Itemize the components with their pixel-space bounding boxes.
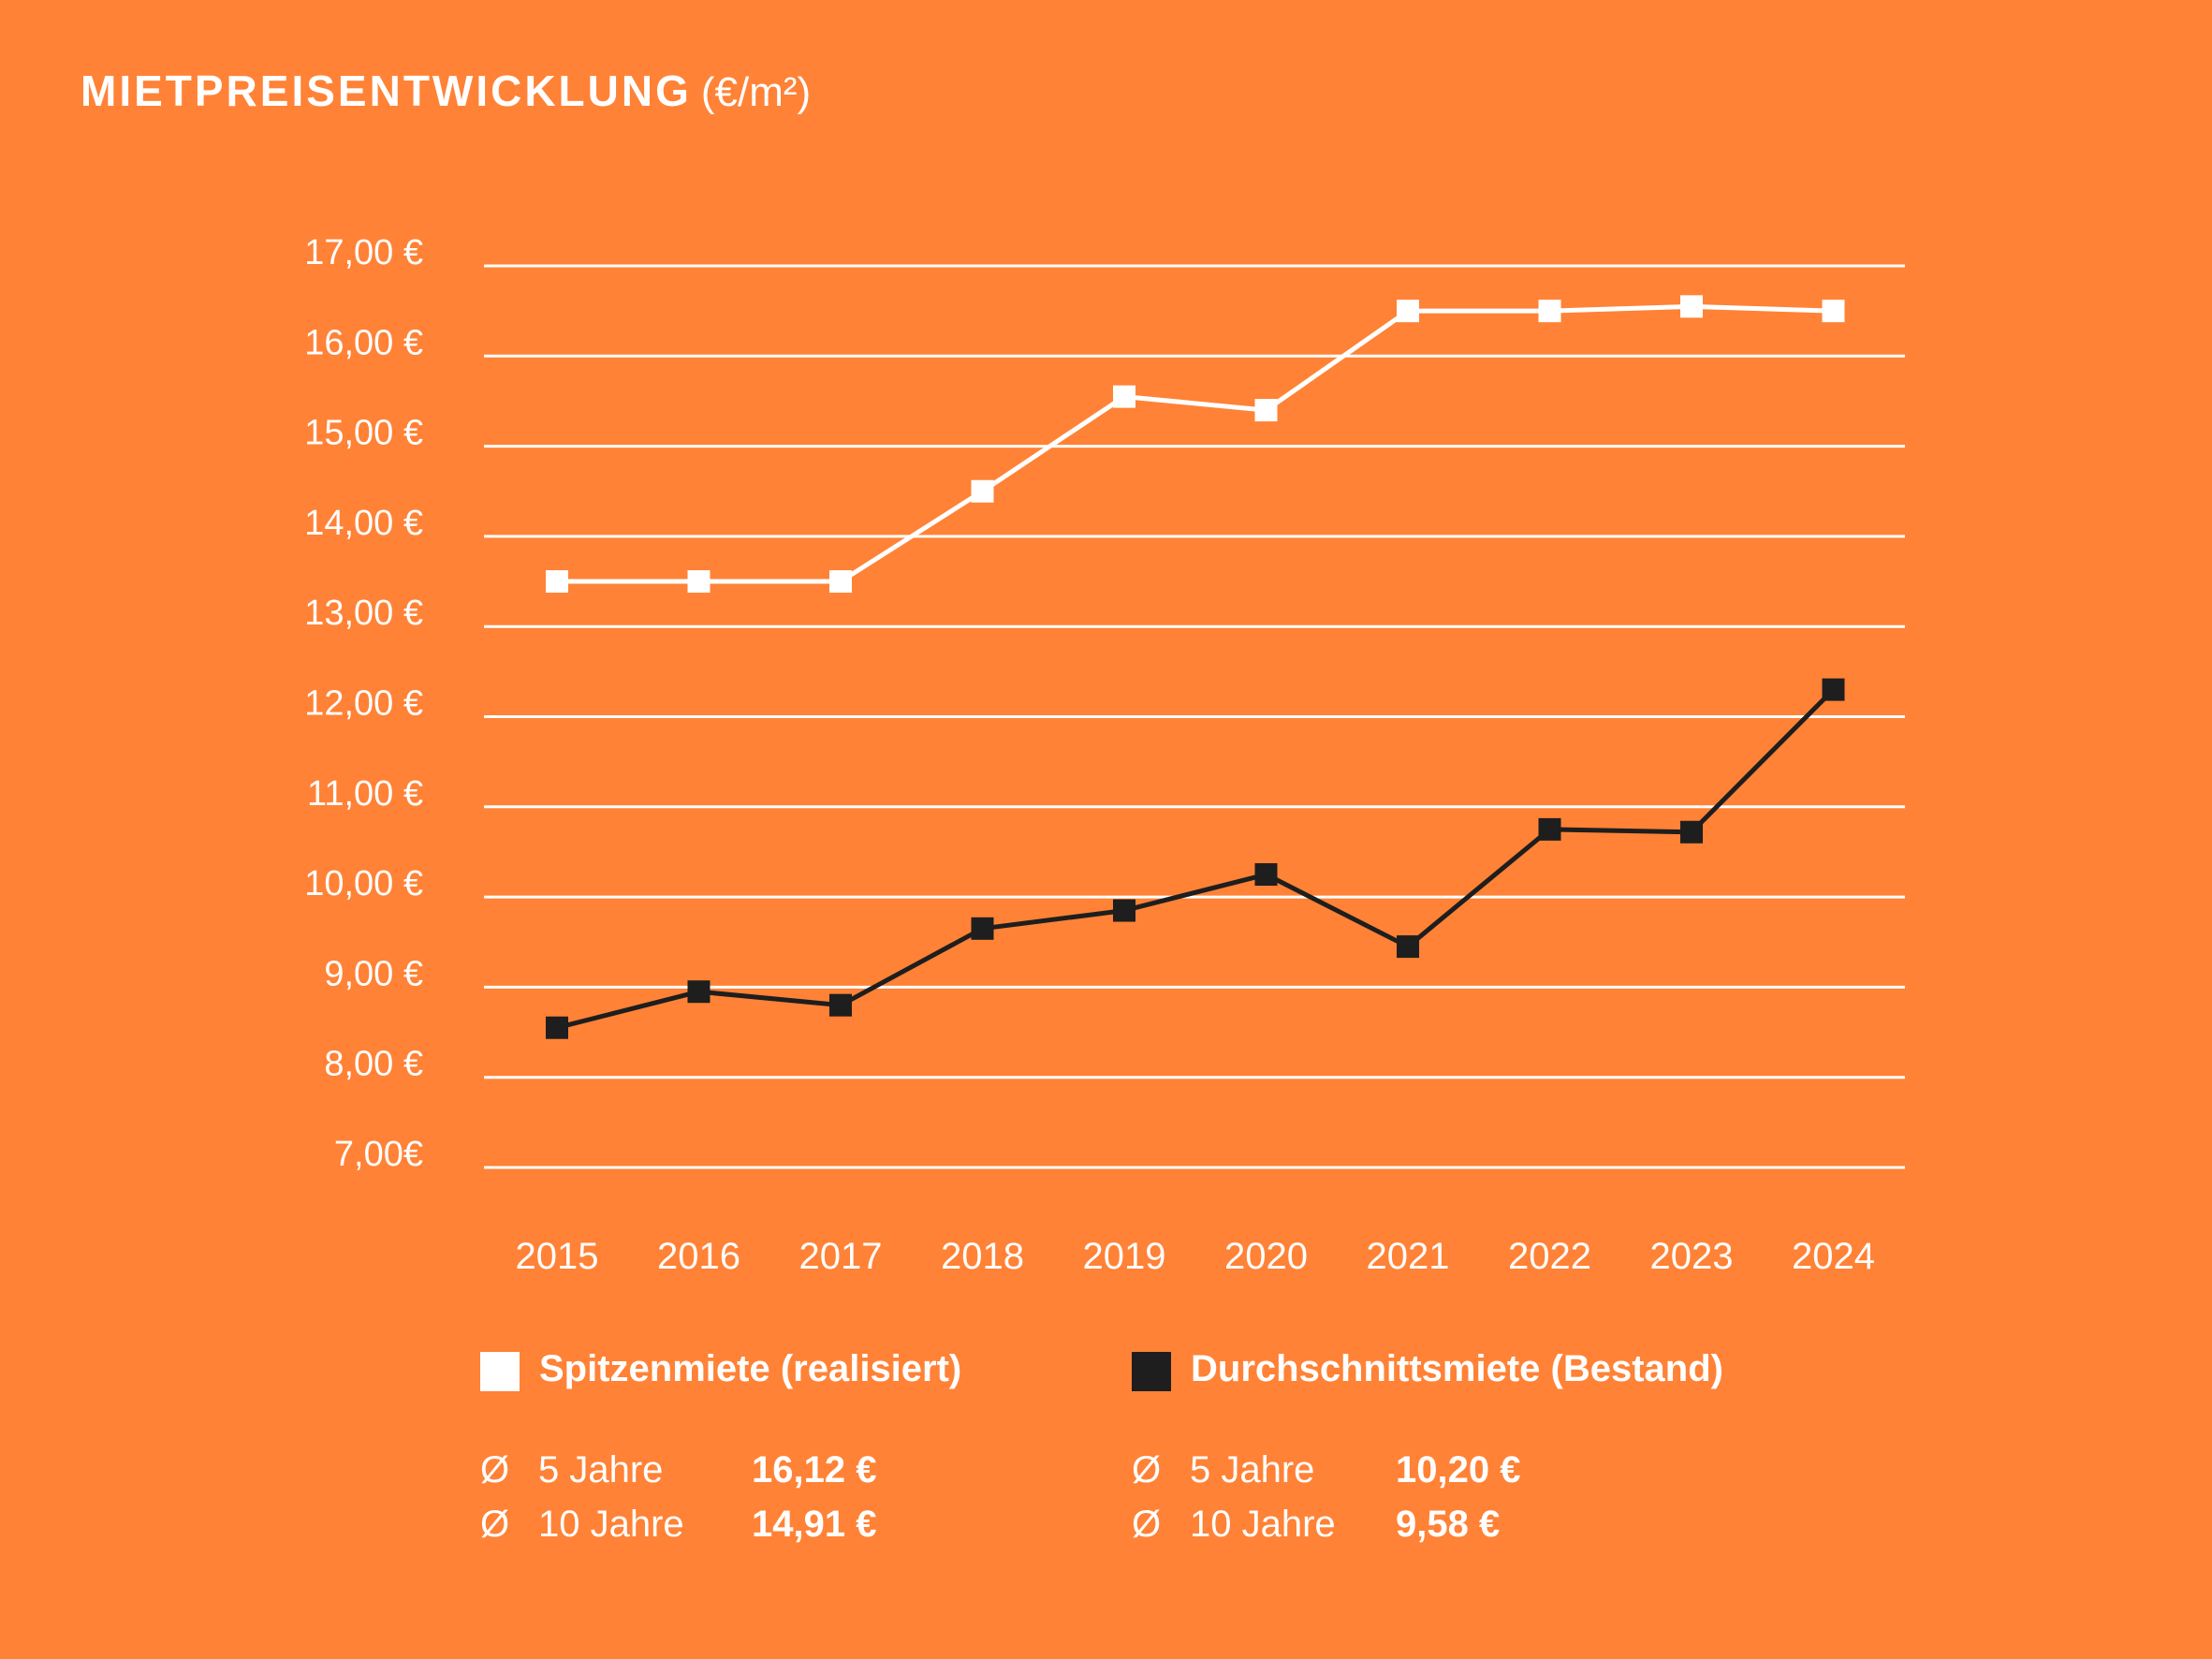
- data-point: [1680, 295, 1703, 318]
- average-symbol: Ø: [480, 1504, 510, 1545]
- x-tick-label: 2017: [799, 1236, 883, 1277]
- y-axis-ticks: 17,00 € 16,00 € 15,00 € 14,00 € 13,00 € 12,00…: [304, 233, 423, 1174]
- stat-value: 14,91 €: [752, 1504, 877, 1545]
- data-point: [1254, 399, 1278, 422]
- data-point: [1254, 863, 1278, 887]
- x-tick-label: 2020: [1224, 1236, 1308, 1277]
- y-tick-label: 13,00 €: [304, 594, 423, 633]
- y-tick-label: 15,00 €: [304, 414, 423, 453]
- x-axis-ticks: 2015 2016 2017 2018 2019 2020 2021 2022 2023 2024: [516, 1236, 1875, 1277]
- data-point: [1397, 935, 1419, 959]
- data-point: [829, 993, 852, 1017]
- chart-title-main: MIETPREISENTWICKLUNG: [81, 66, 692, 115]
- x-tick-label: 2015: [516, 1236, 599, 1277]
- series-line: [557, 303, 1834, 584]
- x-tick-label: 2016: [657, 1236, 740, 1277]
- stat-durchschnittsmiete-5-jahre: Ø 5 Jahre 10,20 €: [1132, 1449, 1520, 1491]
- series-spitzenmiete: [546, 295, 1845, 594]
- stat-label: 10 Jahre: [538, 1504, 684, 1545]
- x-tick-label: 2018: [941, 1236, 1024, 1277]
- stat-label: 5 Jahre: [538, 1449, 664, 1490]
- data-point: [1538, 817, 1561, 841]
- grid-layer: [484, 264, 1905, 1169]
- chart-title-unit: (€/m²): [700, 69, 812, 115]
- stat-spitzenmiete-10-jahre: Ø 10 Jahre 14,91 €: [480, 1504, 876, 1546]
- data-point: [1397, 300, 1419, 323]
- stat-value: 9,58 €: [1396, 1504, 1501, 1545]
- series-line: [556, 687, 1836, 1031]
- y-tick-label: 7,00€: [334, 1135, 423, 1174]
- data-point: [1538, 300, 1561, 323]
- average-symbol: Ø: [1132, 1449, 1162, 1490]
- data-point: [546, 570, 568, 594]
- legend-swatch-durchschnittsmiete: [1132, 1352, 1171, 1391]
- x-tick-label: 2019: [1083, 1236, 1166, 1277]
- x-tick-label: 2023: [1650, 1236, 1734, 1277]
- legend-label-durchschnittsmiete: Durchschnittsmiete (Bestand): [1191, 1348, 1723, 1389]
- y-tick-label: 9,00 €: [324, 954, 423, 993]
- y-tick-label: 8,00 €: [324, 1045, 423, 1084]
- data-point: [1113, 899, 1135, 922]
- line-chart: 17,00 € 16,00 € 15,00 € 14,00 € 13,00 € 12,00…: [304, 233, 1905, 1277]
- x-tick-label: 2022: [1508, 1236, 1591, 1277]
- average-symbol: Ø: [480, 1449, 510, 1490]
- stat-value: 16,12 €: [752, 1449, 877, 1490]
- data-point: [1680, 820, 1703, 844]
- stat-spitzenmiete-5-jahre: Ø 5 Jahre 16,12 €: [480, 1449, 876, 1491]
- data-point: [1113, 385, 1135, 408]
- data-point: [1822, 300, 1845, 323]
- data-point: [687, 980, 710, 1004]
- data-point: [829, 570, 852, 594]
- data-point: [687, 570, 710, 594]
- stat-label: 5 Jahre: [1190, 1449, 1315, 1490]
- average-symbol: Ø: [1132, 1504, 1162, 1545]
- y-tick-label: 16,00 €: [304, 323, 423, 362]
- y-tick-label: 12,00 €: [304, 684, 423, 724]
- series-layer: [546, 295, 1845, 1039]
- data-point: [971, 479, 994, 503]
- stat-value: 10,20 €: [1396, 1449, 1521, 1490]
- y-tick-label: 10,00 €: [304, 864, 423, 903]
- x-tick-label: 2024: [1792, 1236, 1875, 1277]
- stat-label: 10 Jahre: [1190, 1504, 1336, 1545]
- y-tick-label: 17,00 €: [304, 233, 423, 272]
- stat-durchschnittsmiete-10-jahre: Ø 10 Jahre 9,58 €: [1132, 1504, 1500, 1546]
- legend-swatch-spitzenmiete: [480, 1352, 520, 1391]
- x-tick-label: 2021: [1367, 1236, 1450, 1277]
- chart-title: MIETPREISENTWICKLUNG (€/m²): [81, 66, 811, 116]
- data-point: [546, 1016, 568, 1039]
- series-durchschnittsmiete: [546, 678, 1845, 1039]
- y-tick-label: 14,00 €: [304, 504, 423, 543]
- data-point: [971, 917, 994, 940]
- data-point: [1822, 678, 1845, 701]
- y-tick-label: 11,00 €: [307, 774, 423, 814]
- legend-label-spitzenmiete: Spitzenmiete (realisiert): [539, 1348, 962, 1389]
